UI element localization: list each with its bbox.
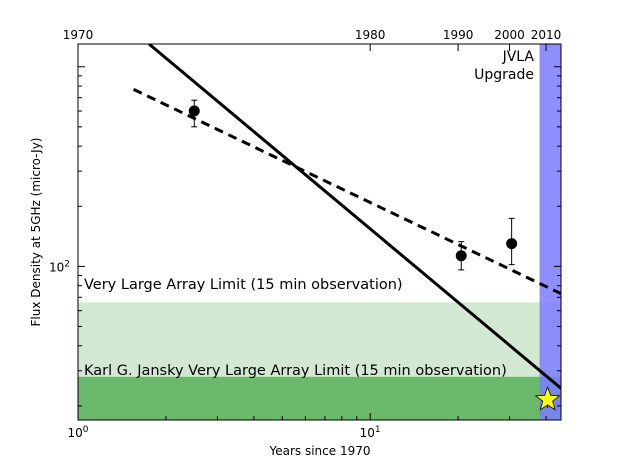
top-axis-year-labels: 1970 1980 1990 2000 2010 bbox=[63, 28, 562, 42]
data-point bbox=[455, 250, 467, 262]
axes-frame bbox=[77, 43, 562, 421]
top-axis-year-label: 1970 bbox=[63, 28, 94, 42]
y-axis-label: Flux Density at 5GHz (micro-Jy) bbox=[29, 138, 43, 327]
y-tick-labels: 102 bbox=[49, 259, 70, 274]
jvla-star-marker bbox=[534, 385, 561, 411]
y-tick-label: 102 bbox=[49, 259, 70, 274]
top-axis-year-label: 2010 bbox=[531, 28, 562, 42]
jvla-star-layer bbox=[534, 385, 561, 411]
top-axis-year-label: 1980 bbox=[355, 28, 386, 42]
top-axis-year-label: 1990 bbox=[443, 28, 474, 42]
data-points bbox=[188, 99, 518, 271]
x-tick-labels: 100 101 bbox=[67, 425, 380, 440]
jvla-limit-band bbox=[78, 376, 561, 420]
data-point bbox=[188, 105, 200, 117]
x-tick-label: 100 bbox=[67, 425, 88, 440]
dashed-fit-line bbox=[132, 88, 561, 296]
jvla-upgrade-label-line1: JVLA bbox=[502, 49, 535, 65]
x-tick-label: 101 bbox=[360, 425, 381, 440]
solid-fit-line bbox=[148, 44, 561, 390]
axis-ticks bbox=[77, 44, 561, 420]
data-point bbox=[506, 238, 518, 250]
top-axis-year-label: 2000 bbox=[494, 28, 525, 42]
jvla-upgrade-label-line2: Upgrade bbox=[474, 67, 534, 83]
vla-limit-label: Very Large Array Limit (15 min observati… bbox=[84, 277, 403, 293]
jvla-limit-label: Karl G. Jansky Very Large Array Limit (1… bbox=[84, 363, 507, 379]
x-axis-label: Years since 1970 bbox=[269, 444, 371, 458]
jvla-upgrade-span bbox=[539, 44, 561, 420]
vla-limit-band bbox=[78, 302, 561, 377]
